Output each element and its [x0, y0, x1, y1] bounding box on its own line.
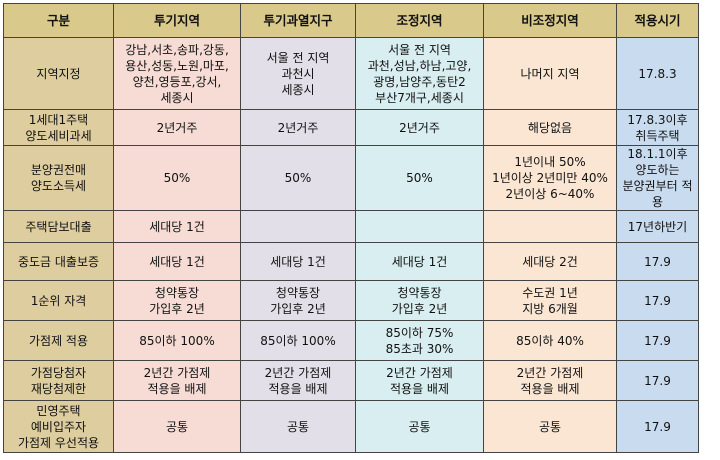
table-row: 가점당첨자 재당첨제한 2년간 가점제 적용을 배제 2년간 가점제 적용을 배…: [3, 360, 699, 401]
cell-effective-date: 17.9: [616, 280, 699, 321]
header-effective-date: 적용시기: [616, 3, 699, 38]
cell-overheated-district: 서울 전 지역 과천시 세종시: [240, 37, 356, 110]
cell-speculation-zone: 세대당 1건: [113, 242, 241, 281]
table-row: 민영주택 예비입주자 가점제 우선적용 공통 공통 공통 공통 17.9: [3, 400, 699, 453]
cell-speculation-zone: 강남,서초,송파,강동, 용산,성동,노원,마포, 양천,영등포,강서, 세종시: [113, 37, 241, 110]
cell-overheated-district: 세대당 1건: [240, 242, 356, 281]
row-label: 중도금 대출보증: [3, 242, 114, 281]
cell-overheated-district: 85이하 100%: [240, 320, 356, 361]
row-label: 지역지정: [3, 37, 114, 110]
cell-speculation-zone: 공통: [113, 400, 241, 453]
header-overheated-district: 투기과열지구: [240, 3, 356, 38]
cell-non-adjustment-zone: 해당없음: [483, 109, 617, 146]
header-speculation-zone: 투기지역: [113, 3, 241, 38]
cell-adjustment-zone: 세대당 1건: [355, 242, 484, 281]
cell-adjustment-zone: 공통: [355, 400, 484, 453]
cell-adjustment-zone: 2년간 가점제 적용을 배제: [355, 360, 484, 401]
table-row: 1세대1주택 양도세비과세 2년거주 2년거주 2년거주 해당없음 17.8.3…: [3, 109, 699, 146]
cell-adjustment-zone: [355, 210, 484, 243]
cell-speculation-zone: 청약통장 가입후 2년: [113, 280, 241, 321]
cell-adjustment-zone: 청약통장 가입후 2년: [355, 280, 484, 321]
cell-effective-date: 17.8.3: [616, 37, 699, 110]
policy-comparison-table: 구분 투기지역 투기과열지구 조정지역 비조정지역 적용시기 지역지정 강남,서…: [3, 3, 699, 453]
cell-speculation-zone: 2년간 가점제 적용을 배제: [113, 360, 241, 401]
cell-non-adjustment-zone: 85이하 40%: [483, 320, 617, 361]
row-label: 1세대1주택 양도세비과세: [3, 109, 114, 146]
cell-overheated-district: 공통: [240, 400, 356, 453]
row-label: 민영주택 예비입주자 가점제 우선적용: [3, 400, 114, 453]
table-row: 1순위 자격 청약통장 가입후 2년 청약통장 가입후 2년 청약통장 가입후 …: [3, 280, 699, 321]
row-label: 가점제 적용: [3, 320, 114, 361]
table-row: 지역지정 강남,서초,송파,강동, 용산,성동,노원,마포, 양천,영등포,강서…: [3, 37, 699, 110]
row-label: 가점당첨자 재당첨제한: [3, 360, 114, 401]
header-category: 구분: [3, 3, 114, 38]
policy-table-container: 구분 투기지역 투기과열지구 조정지역 비조정지역 적용시기 지역지정 강남,서…: [3, 3, 699, 453]
cell-non-adjustment-zone: 수도권 1년 지방 6개월: [483, 280, 617, 321]
header-row: 구분 투기지역 투기과열지구 조정지역 비조정지역 적용시기: [3, 3, 699, 38]
cell-non-adjustment-zone: 1년이내 50% 1년이상 2년미만 40% 2년이상 6~40%: [483, 145, 617, 211]
cell-speculation-zone: 85이하 100%: [113, 320, 241, 361]
header-non-adjustment-zone: 비조정지역: [483, 3, 617, 38]
cell-overheated-district: 2년간 가점제 적용을 배제: [240, 360, 356, 401]
table-row: 가점제 적용 85이하 100% 85이하 100% 85이하 75% 85초과…: [3, 320, 699, 361]
cell-adjustment-zone: 85이하 75% 85초과 30%: [355, 320, 484, 361]
cell-non-adjustment-zone: 2년간 가점제 적용을 배제: [483, 360, 617, 401]
cell-speculation-zone: 50%: [113, 145, 241, 211]
table-row: 분양권전매 양도소득세 50% 50% 50% 1년이내 50% 1년이상 2년…: [3, 145, 699, 211]
row-label: 1순위 자격: [3, 280, 114, 321]
table-row: 중도금 대출보증 세대당 1건 세대당 1건 세대당 1건 세대당 2건 17.…: [3, 242, 699, 281]
cell-non-adjustment-zone: 나머지 지역: [483, 37, 617, 110]
cell-adjustment-zone: 2년거주: [355, 109, 484, 146]
cell-adjustment-zone: 서울 전 지역 과천,성남,하남,고양, 광명,남양주,동탄2 부산7개구,세종…: [355, 37, 484, 110]
cell-effective-date: 18.1.1이후 양도하는 분양권부터 적용: [616, 145, 699, 211]
row-label: 주택담보대출: [3, 210, 114, 243]
cell-effective-date: 17.9: [616, 400, 699, 453]
cell-effective-date: 17.9: [616, 360, 699, 401]
cell-overheated-district: 청약통장 가입후 2년: [240, 280, 356, 321]
cell-overheated-district: 2년거주: [240, 109, 356, 146]
cell-speculation-zone: 세대당 1건: [113, 210, 241, 243]
cell-non-adjustment-zone: 공통: [483, 400, 617, 453]
cell-speculation-zone: 2년거주: [113, 109, 241, 146]
cell-effective-date: 17.9: [616, 242, 699, 281]
table-row: 주택담보대출 세대당 1건 17년하반기: [3, 210, 699, 243]
cell-adjustment-zone: 50%: [355, 145, 484, 211]
cell-effective-date: 17년하반기: [616, 210, 699, 243]
cell-overheated-district: [240, 210, 356, 243]
header-adjustment-zone: 조정지역: [355, 3, 484, 38]
row-label: 분양권전매 양도소득세: [3, 145, 114, 211]
cell-non-adjustment-zone: [483, 210, 617, 243]
cell-overheated-district: 50%: [240, 145, 356, 211]
cell-effective-date: 17.9: [616, 320, 699, 361]
cell-effective-date: 17.8.3이후 취득주택: [616, 109, 699, 146]
cell-non-adjustment-zone: 세대당 2건: [483, 242, 617, 281]
